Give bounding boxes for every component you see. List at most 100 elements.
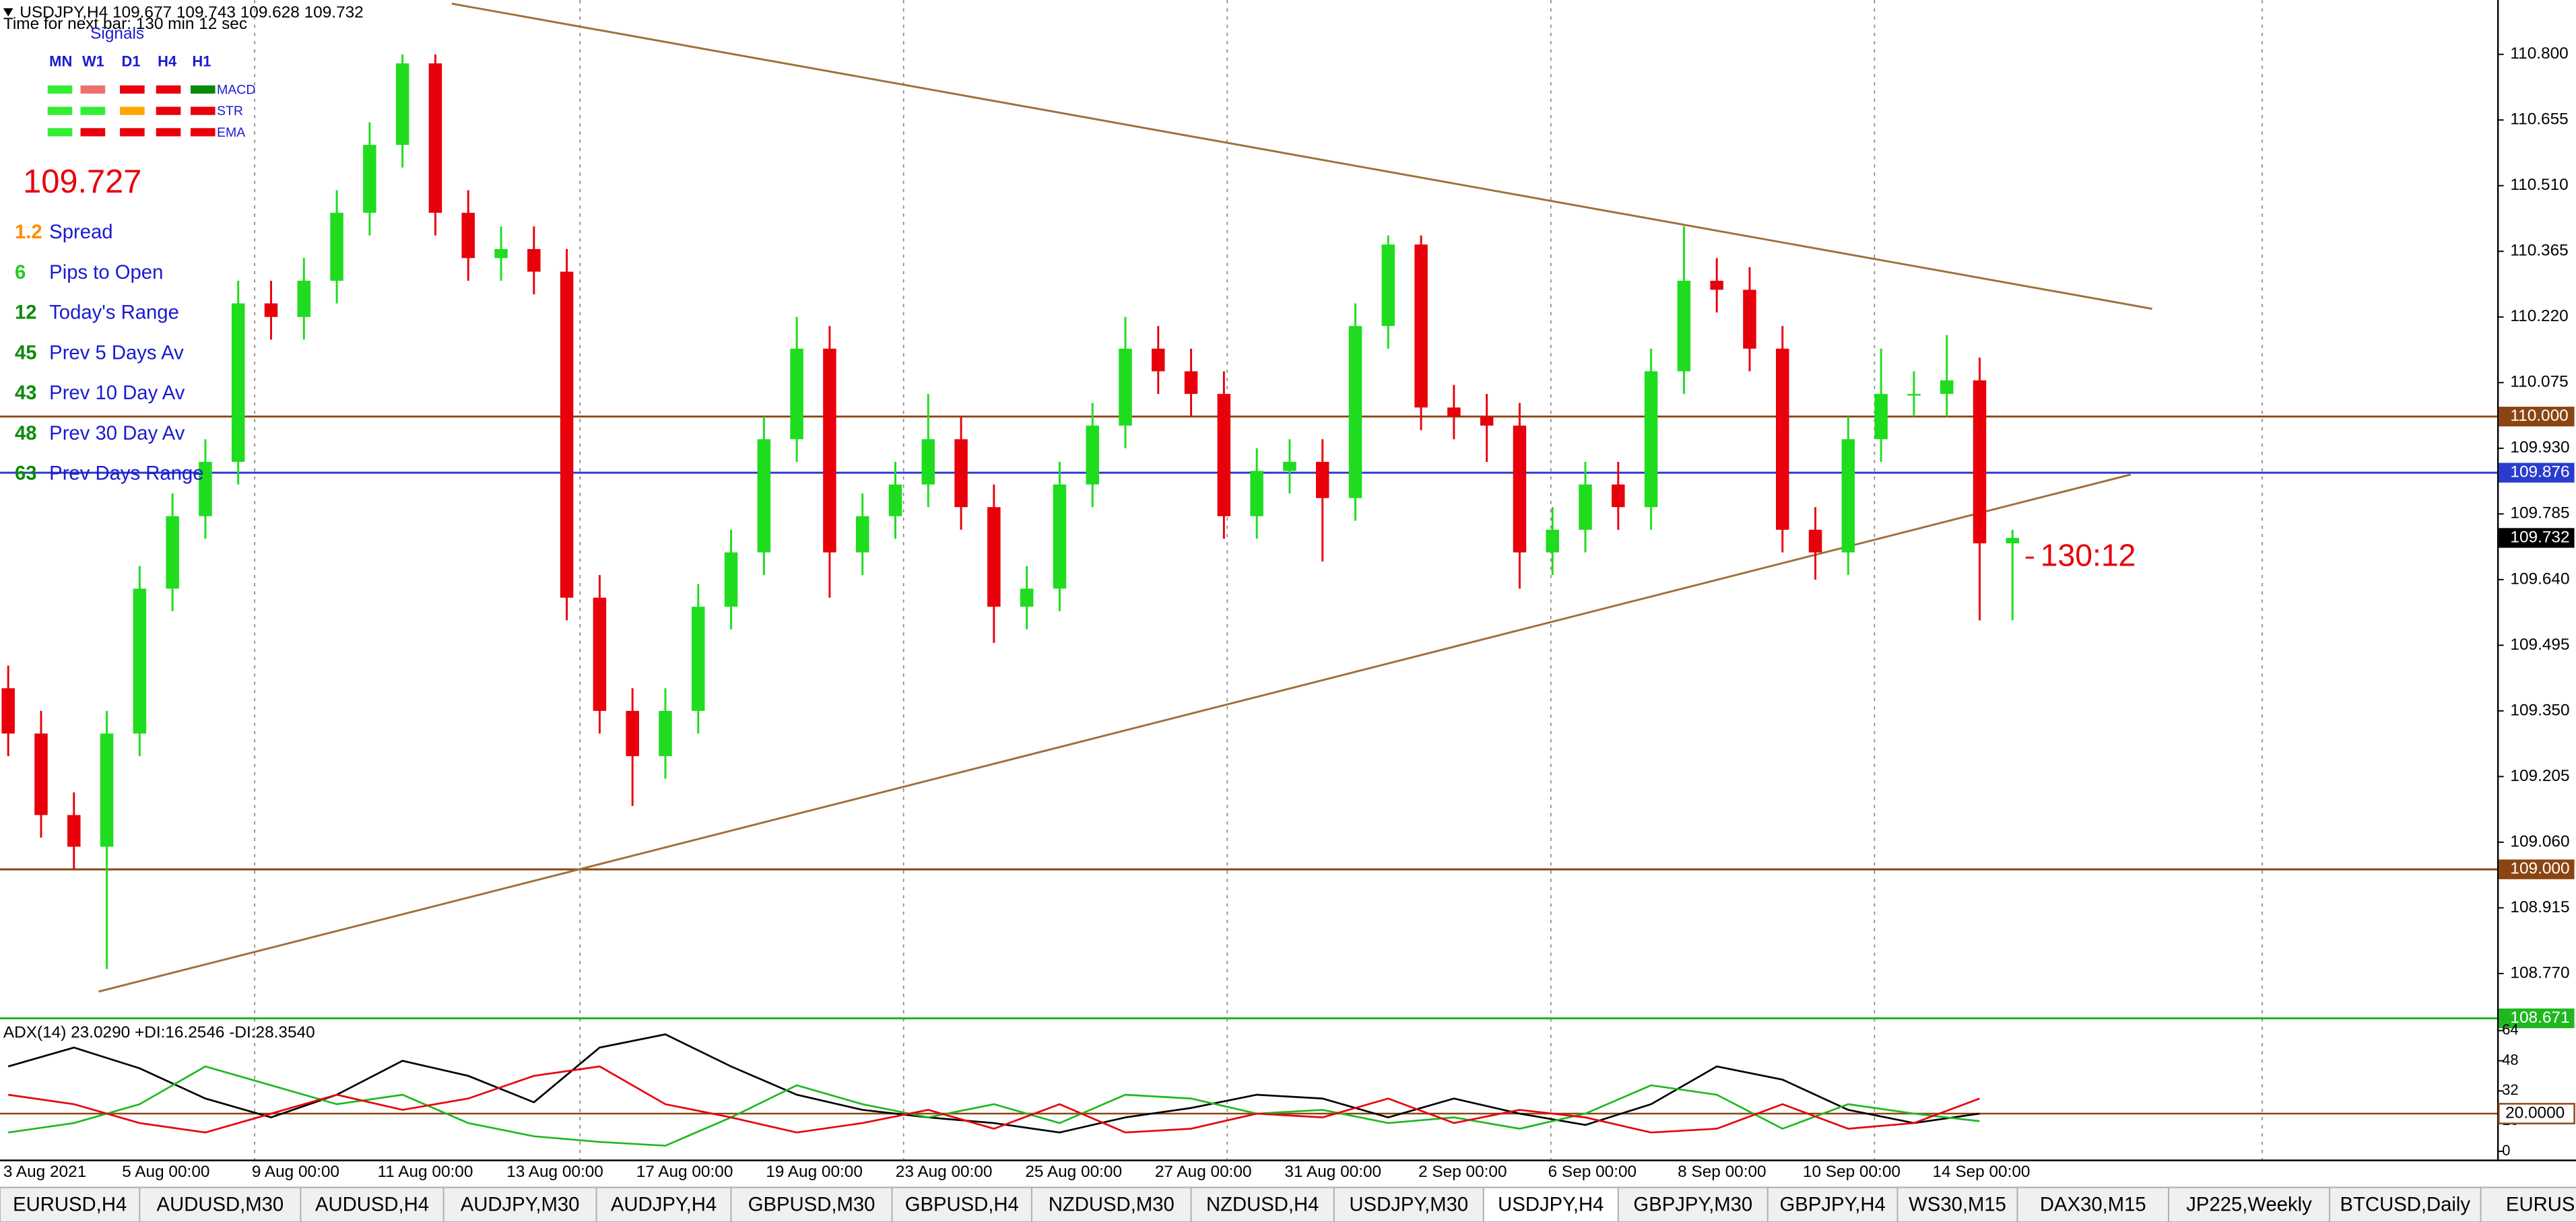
y-tick-label: 32 — [2502, 1081, 2518, 1098]
tab-label[interactable]: WS30,M15 — [1909, 1194, 2006, 1215]
timeframe-label: D1 — [122, 53, 141, 69]
candle-body — [1086, 426, 1099, 485]
candle-body — [1644, 371, 1658, 508]
signal-box — [120, 85, 145, 94]
candle-body — [659, 710, 672, 757]
price-level-label: 110.000 — [2510, 407, 2568, 425]
candle-body — [1776, 348, 1789, 530]
indicator-label: STR — [217, 104, 243, 118]
candle-body — [1940, 380, 1954, 395]
y-tick-label: 108.770 — [2510, 963, 2569, 982]
x-tick-label: 9 Aug 00:00 — [252, 1163, 339, 1181]
tab[interactable] — [2168, 1186, 2331, 1222]
x-tick-label: 27 Aug 00:00 — [1155, 1163, 1252, 1181]
tab-label[interactable]: DAX30,M15 — [2040, 1194, 2146, 1215]
candle-body — [1513, 426, 1527, 553]
timeframe-label: MN — [49, 53, 72, 69]
signal-box — [190, 128, 216, 137]
candle-body — [1, 688, 15, 734]
candle-body — [133, 588, 147, 734]
tab-label[interactable]: NZDUSD,M30 — [1049, 1194, 1175, 1215]
indicator-label: EMA — [217, 125, 245, 140]
x-tick-label: 23 Aug 00:00 — [896, 1163, 993, 1181]
tab[interactable] — [2329, 1186, 2482, 1222]
candle-body — [1184, 371, 1198, 395]
candle-body — [1414, 244, 1428, 408]
y-tick-label: 48 — [2502, 1051, 2518, 1068]
tab-label[interactable]: EURUSD,H1 — [2506, 1194, 2576, 1215]
tab[interactable] — [595, 1186, 732, 1222]
tab[interactable] — [1030, 1186, 1192, 1222]
tab[interactable] — [1482, 1186, 1619, 1222]
timeframe-label: W1 — [82, 53, 104, 69]
x-tick-label: 8 Sep 00:00 — [1678, 1163, 1766, 1181]
x-tick-label: 13 Aug 00:00 — [506, 1163, 603, 1181]
tab-label[interactable]: EURUSD,H4 — [13, 1194, 127, 1215]
tab-label[interactable]: AUDJPY,H4 — [611, 1194, 717, 1215]
signal-box — [47, 128, 73, 137]
tab[interactable] — [442, 1186, 597, 1222]
candle-body — [724, 552, 738, 607]
y-tick-label: 109.350 — [2510, 701, 2569, 719]
candle-body — [1841, 439, 1855, 553]
countdown: 130:12 — [2041, 537, 2136, 572]
x-tick-label: 6 Sep 00:00 — [1548, 1163, 1637, 1181]
signal-box — [156, 128, 181, 137]
timeframe-label: H1 — [192, 53, 211, 69]
candle-body — [1447, 407, 1461, 417]
candle-body — [1217, 394, 1231, 516]
tab-label[interactable]: GBPUSD,M30 — [748, 1194, 876, 1215]
tab-label[interactable]: USDJPY,M30 — [1349, 1194, 1468, 1215]
tab-label[interactable]: AUDUSD,H4 — [315, 1194, 429, 1215]
tab[interactable] — [730, 1186, 893, 1222]
candle-body — [363, 145, 376, 213]
tab[interactable] — [139, 1186, 302, 1222]
candle-body — [1152, 348, 1165, 372]
timeframe-label: H4 — [158, 53, 177, 69]
y-tick-label: 109.640 — [2510, 570, 2569, 588]
tab[interactable] — [2016, 1186, 2170, 1222]
y-tick-label: 64 — [2502, 1021, 2518, 1038]
candle-body — [1250, 471, 1263, 516]
stat-label: Prev 30 Day Av — [49, 423, 185, 444]
candle-body — [1119, 348, 1132, 426]
tab-label[interactable]: NZDUSD,H4 — [1206, 1194, 1319, 1215]
tab-label[interactable]: BTCUSD,Daily — [2340, 1194, 2471, 1215]
x-tick-label: 10 Sep 00:00 — [1803, 1163, 1901, 1181]
tab[interactable] — [1190, 1186, 1335, 1222]
signal-box — [47, 85, 73, 94]
tab-label[interactable]: GBPJPY,H4 — [1780, 1194, 1886, 1215]
x-tick-label: 17 Aug 00:00 — [636, 1163, 733, 1181]
x-tick-label: 3 Aug 2021 — [3, 1163, 86, 1181]
candle-body — [1612, 484, 1625, 508]
tab-label[interactable]: GBPJPY,M30 — [1633, 1194, 1752, 1215]
tab[interactable] — [2480, 1186, 2576, 1222]
stat-value: 48 — [15, 423, 37, 444]
trendline — [98, 473, 2132, 993]
tab-label[interactable]: AUDUSD,M30 — [157, 1194, 284, 1215]
tab-label[interactable]: GBPUSD,H4 — [905, 1194, 1019, 1215]
tab-label[interactable]: AUDJPY,M30 — [461, 1194, 580, 1215]
tab[interactable] — [0, 1186, 141, 1222]
tab-label[interactable]: USDJPY,H4 — [1498, 1194, 1604, 1215]
candle-body — [428, 63, 442, 213]
tab[interactable] — [891, 1186, 1032, 1222]
candle-body — [395, 63, 409, 145]
price-level-tag — [2499, 859, 2575, 879]
signal-box — [80, 128, 106, 137]
stat-label: Prev Days Range — [49, 463, 203, 485]
candle-body — [1315, 461, 1329, 498]
stat-value: 1.2 — [15, 222, 42, 243]
candle-body — [231, 303, 245, 462]
candle-body — [494, 248, 508, 259]
candle-body — [1579, 484, 1592, 530]
y-tick-label: 109.495 — [2510, 636, 2569, 654]
candle-body — [1907, 394, 1921, 396]
stat-value: 43 — [15, 382, 37, 404]
tab-label[interactable]: JP225,Weekly — [2186, 1194, 2312, 1215]
y-tick-label: 0 — [2502, 1142, 2510, 1159]
tab[interactable] — [1617, 1186, 1769, 1222]
tab[interactable] — [300, 1186, 444, 1222]
y-tick-label: 110.655 — [2510, 110, 2568, 129]
